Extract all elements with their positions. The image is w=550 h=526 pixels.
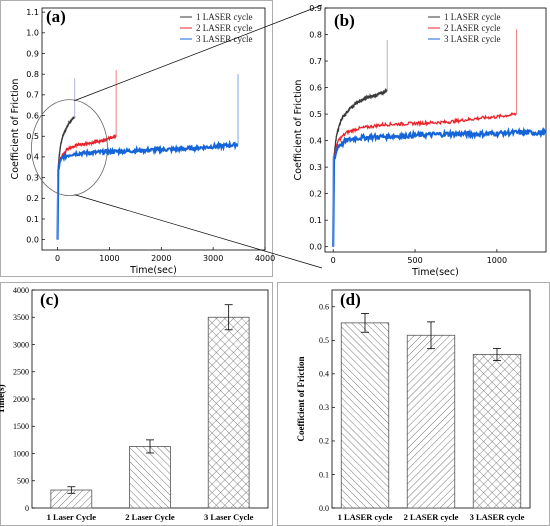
panel-a: 0.00.10.20.30.40.50.60.70.80.91.01.10 100… (10, 7, 275, 276)
y-tick-label: 0.3 (319, 403, 329, 412)
x-tick-label: 500 (407, 256, 422, 265)
zoom-ellipse (31, 99, 108, 197)
plot-area (41, 7, 266, 251)
y-tick-label: 3500 (13, 313, 29, 322)
y-tick-label: 2500 (13, 368, 29, 377)
x-axis-label: Time(sec) (129, 265, 177, 276)
x-axis-label: Time(sec) (411, 267, 459, 278)
y-axis-label: Coefficient of Friction (293, 80, 304, 181)
y-tick-label: 0.4 (319, 370, 329, 379)
x-tick-label: 0 (331, 256, 336, 265)
x-tick-label: 0 (55, 254, 60, 263)
series-line (56, 115, 76, 240)
y-tick-label: 0.6 (309, 83, 322, 92)
y-tick-label: 0.6 (26, 111, 39, 120)
category-label: 3 Laser Cycle (204, 512, 254, 522)
y-tick-label: 0.1 (26, 215, 39, 224)
panel-label: (d) (340, 290, 361, 309)
y-tick-label: 1.1 (26, 8, 39, 17)
bar (340, 322, 390, 509)
y-tick-label: 0.4 (26, 153, 39, 162)
bar (406, 334, 456, 509)
y-tick-label: 0.0 (309, 242, 322, 251)
category-label: 2 Laser Cycle (125, 512, 175, 522)
x-tick-label: 1000 (487, 256, 507, 265)
legend-entry: 2 LASER cycle (444, 23, 501, 33)
connector-bottom (74, 194, 323, 269)
panel-label: (a) (46, 7, 66, 26)
y-tick-label: 0.2 (26, 194, 39, 203)
y-tick-label: 0.3 (26, 173, 39, 182)
legend-entry: 3 LASER cycle (444, 34, 501, 44)
y-tick-label: 0.2 (319, 437, 329, 446)
series-line (332, 126, 547, 247)
frame-a (0, 0, 273, 277)
category-label: 1 LASER cycle (338, 512, 393, 522)
series-line (56, 139, 239, 240)
panel-label: (c) (40, 290, 59, 309)
zoom-connector-lines (74, 4, 323, 269)
y-tick-label: 0.5 (319, 336, 329, 345)
y-tick-label: 0.1 (309, 216, 322, 225)
y-tick-label: 0.4 (309, 136, 322, 145)
x-tick-label: 4000 (255, 254, 275, 263)
y-axis-label: Time(s) (0, 384, 6, 413)
x-tick-label: 1000 (99, 254, 119, 263)
series-line (56, 133, 117, 240)
y-tick-label: 2000 (13, 395, 29, 404)
category-label: 2 LASER cycle (404, 512, 459, 522)
panel-label: (b) (334, 11, 355, 30)
y-tick-label: 0.6 (319, 303, 329, 312)
y-tick-label: 1000 (13, 449, 29, 458)
y-tick-label: 1500 (13, 422, 29, 431)
y-tick-label: 0.8 (26, 70, 39, 79)
legend-entry: 3 LASER cycle (196, 34, 253, 44)
x-tick-label: 3000 (203, 254, 223, 263)
y-tick-label: 0.5 (309, 110, 322, 119)
y-tick-label: 0.0 (26, 235, 39, 244)
y-tick-label: 0.0 (319, 504, 329, 513)
legend-entry: 1 LASER cycle (444, 12, 501, 22)
y-tick-label: 0.9 (309, 4, 322, 13)
connector-top (74, 4, 323, 101)
y-tick-label: 1.0 (26, 29, 39, 38)
y-tick-label: 3000 (13, 340, 29, 349)
legend-entry: 1 LASER cycle (196, 12, 253, 22)
panel-c: 0 500 1000 1500 2000 2500 3000 3500 4000 1 Laser … (0, 286, 269, 522)
legend-entry: 2 LASER cycle (196, 23, 253, 33)
y-tick-label: 0.9 (26, 49, 39, 58)
category-label: 1 Laser Cycle (47, 512, 97, 522)
y-tick-label: 0 (25, 504, 29, 513)
y-tick-label: 0.1 (319, 470, 329, 479)
x-tick-label: 2000 (151, 254, 171, 263)
bar (472, 353, 522, 509)
y-axis-label: Coefficient of Friction (10, 79, 21, 180)
y-tick-label: 500 (17, 477, 29, 486)
y-axis-label: Coefficient of Friction (296, 357, 306, 442)
y-tick-label: 4000 (13, 286, 29, 295)
category-label: 3 LASER cycle (470, 512, 525, 522)
y-tick-label: 0.8 (309, 30, 322, 39)
series-line (332, 112, 517, 247)
panel-d: 0.0 0.1 0.2 0.3 0.4 0.5 0.6 1 LASER cycle 2 LASE… (296, 289, 531, 522)
y-tick-label: 0.7 (309, 57, 322, 66)
plot-area (324, 7, 547, 253)
series-line (332, 87, 388, 247)
bar (129, 446, 171, 509)
y-tick-label: 0.3 (309, 163, 322, 172)
bar (207, 316, 250, 509)
y-tick-label: 0.7 (26, 91, 39, 100)
panel-b: 0.0 0.1 0.2 0.3 0.4 0.5 0.6 0.7 0.8 0.9 0 500 1000 Ti… (293, 4, 547, 278)
y-tick-label: 0.2 (309, 189, 322, 198)
